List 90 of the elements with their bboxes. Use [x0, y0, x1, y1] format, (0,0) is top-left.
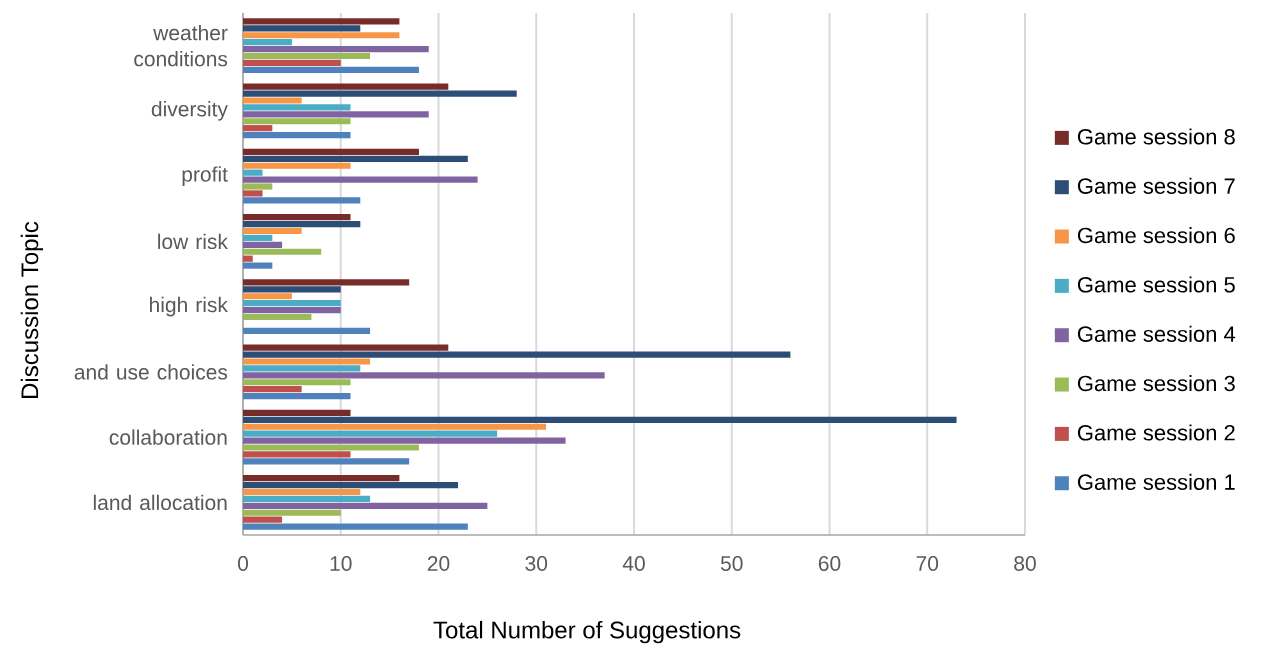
x-tick-label: 60 [818, 556, 841, 571]
bar [243, 97, 302, 104]
bar [243, 32, 400, 39]
x-tick-label: 20 [427, 556, 450, 571]
bar [243, 488, 361, 496]
bar [243, 509, 341, 516]
legend-label: Game session 3 [1077, 375, 1235, 392]
bar [243, 286, 341, 293]
bar [243, 523, 468, 530]
bar [243, 197, 361, 204]
bar [243, 45, 429, 53]
legend-label: Game session 5 [1077, 276, 1235, 293]
x-tick-label: 30 [525, 556, 548, 571]
bar [243, 379, 351, 386]
bar [243, 279, 410, 286]
bar [243, 344, 449, 351]
bar [243, 241, 283, 248]
bar [243, 327, 371, 334]
bar [243, 169, 263, 176]
bar [243, 118, 351, 125]
bar [243, 52, 371, 60]
bar [243, 313, 312, 321]
bar [243, 66, 419, 73]
x-tick-label: 50 [720, 556, 743, 571]
bar [243, 306, 341, 314]
legend-label: Game session 1 [1077, 473, 1235, 490]
y-tick-label: weather conditions [134, 24, 228, 67]
bar [243, 234, 273, 242]
bar [243, 104, 351, 111]
x-axis-title: Total Number of Suggestions [433, 620, 741, 644]
y-tick-label: low risk [158, 233, 228, 250]
y-axis-title: Discussion Topic [20, 221, 44, 398]
bar [243, 255, 253, 262]
legend-label: Game session 8 [1077, 128, 1235, 145]
y-tick-label: high risk [150, 296, 228, 317]
bar [243, 155, 468, 162]
legend-label: Game session 2 [1077, 424, 1235, 441]
x-tick-label: 40 [622, 556, 645, 571]
bar [243, 248, 322, 255]
bar [243, 502, 488, 509]
bar [243, 162, 351, 169]
bar [243, 59, 341, 67]
bar [243, 437, 566, 444]
bar [243, 190, 263, 197]
bar [243, 458, 410, 465]
x-tick-label: 80 [1014, 556, 1036, 571]
legend-label: Game session 7 [1077, 177, 1235, 194]
bar [243, 131, 351, 139]
bar [243, 214, 351, 221]
bar [243, 262, 273, 269]
bar [243, 516, 283, 523]
bar [243, 227, 302, 235]
bar [243, 358, 371, 365]
bar [243, 495, 371, 503]
legend-label: Game session 6 [1077, 227, 1235, 244]
bar [243, 351, 791, 358]
bar [243, 409, 351, 417]
bar [243, 444, 419, 451]
x-tick-label: 10 [330, 556, 352, 571]
bar [243, 148, 419, 156]
y-tick-label: collaboration [109, 429, 227, 445]
bar [243, 183, 273, 190]
bar [243, 481, 459, 489]
bar [243, 386, 302, 393]
bar [243, 423, 547, 430]
bar [243, 416, 957, 423]
bar [243, 475, 400, 482]
bar [243, 220, 361, 228]
bar [243, 176, 478, 183]
y-tick-label: and use choices [74, 364, 228, 380]
bar [243, 125, 273, 132]
y-tick-label: diversity [151, 101, 228, 121]
bar [243, 111, 429, 118]
y-tick-label: profit [182, 166, 228, 186]
bar [243, 18, 400, 25]
bar [243, 90, 517, 97]
y-tick-label: land allocation [93, 494, 227, 511]
x-tick-label: 70 [916, 556, 939, 571]
bar [243, 392, 351, 400]
bar [243, 293, 292, 300]
bar [243, 39, 292, 46]
bar [243, 372, 605, 379]
x-tick-label: 0 [237, 556, 249, 571]
bar [243, 83, 449, 90]
bar [243, 451, 351, 458]
bar [243, 430, 498, 437]
bar [243, 365, 361, 372]
legend-label: Game session 4 [1077, 325, 1236, 342]
bar [243, 300, 341, 307]
bar [243, 25, 361, 32]
